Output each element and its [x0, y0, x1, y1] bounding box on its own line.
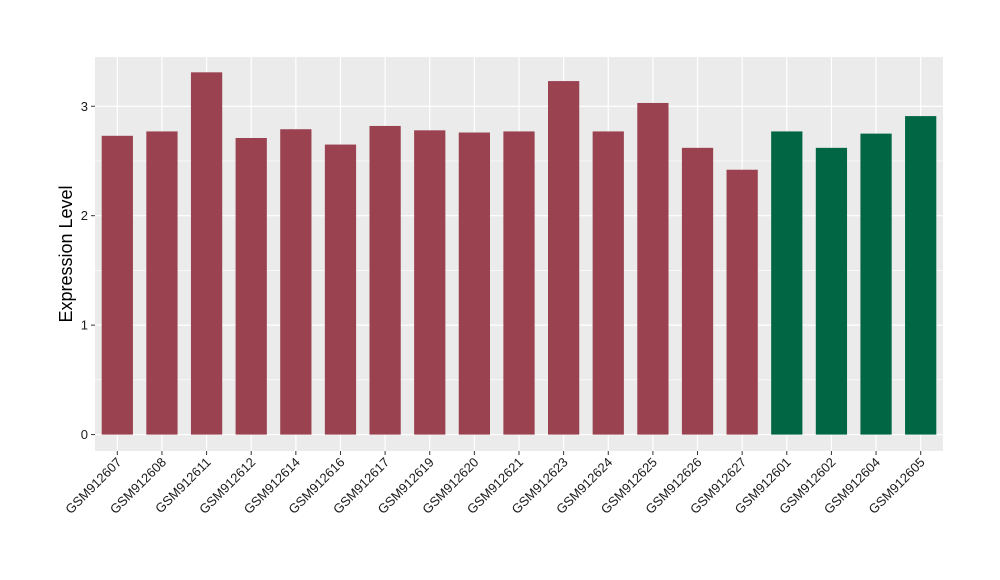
bar-GSM912608 — [146, 131, 178, 435]
bar-GSM912623 — [548, 81, 580, 435]
bar-GSM912620 — [458, 132, 490, 435]
bar-GSM912619 — [414, 130, 446, 435]
bar-GSM912605 — [905, 116, 937, 435]
y-axis-title: Expression Level — [56, 185, 76, 322]
bar-GSM912604 — [860, 133, 892, 435]
y-tick-label: 3 — [81, 99, 88, 114]
y-tick-label: 0 — [81, 427, 88, 442]
y-tick-label: 1 — [81, 318, 88, 333]
bar-GSM912607 — [101, 135, 133, 435]
bar-GSM912626 — [681, 147, 714, 435]
bar-GSM912624 — [592, 131, 624, 435]
x-axis: GSM912607GSM912608GSM912611GSM912612GSM9… — [62, 451, 928, 517]
bar-GSM912625 — [637, 102, 669, 435]
bar-GSM912616 — [324, 144, 357, 435]
bar-GSM912601 — [771, 131, 803, 435]
y-axis: 0 1 2 3 — [81, 99, 95, 442]
bars — [101, 72, 937, 435]
y-tick-label: 2 — [81, 208, 88, 223]
bar-GSM912621 — [503, 131, 535, 435]
bar-GSM912602 — [815, 147, 848, 435]
bar-GSM912627 — [726, 169, 758, 435]
bar-GSM912611 — [190, 72, 223, 435]
bar-GSM912617 — [369, 125, 401, 435]
bar-GSM912612 — [235, 137, 267, 435]
bar-GSM912614 — [280, 129, 312, 435]
